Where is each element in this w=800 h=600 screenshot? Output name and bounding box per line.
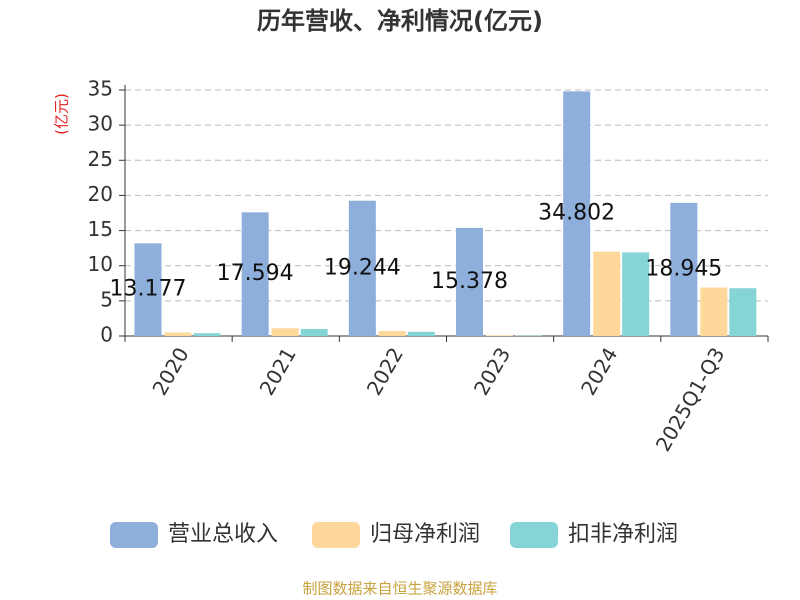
bar <box>456 227 483 336</box>
y-tick-label: 15 <box>88 217 113 241</box>
bar <box>300 328 328 336</box>
y-tick-label: 25 <box>88 147 113 171</box>
legend-label: 营业总收入 <box>168 522 278 547</box>
value-label: 17.594 <box>217 261 294 286</box>
value-label: 13.177 <box>110 277 187 302</box>
bar <box>593 251 621 336</box>
x-tick-label: 2023 <box>469 343 515 399</box>
x-tick-label: 2020 <box>147 343 193 399</box>
y-tick-label: 0 <box>100 323 113 347</box>
legend-swatch <box>510 522 558 548</box>
y-tick-label: 5 <box>100 287 113 311</box>
bar <box>241 212 269 336</box>
y-tick-label: 30 <box>88 112 113 136</box>
source-note: 制图数据来自恒生聚源数据库 <box>302 580 497 598</box>
bar <box>670 202 698 336</box>
y-tick-label: 35 <box>88 77 113 101</box>
legend-swatch <box>110 522 158 548</box>
bar <box>271 328 299 336</box>
value-label: 15.378 <box>431 269 508 294</box>
x-tick-label: 2024 <box>576 343 622 399</box>
bar <box>622 252 650 336</box>
chart-title: 历年营收、净利情况(亿元) <box>257 7 543 35</box>
bar <box>348 200 376 336</box>
bar <box>134 243 162 336</box>
y-tick-label: 10 <box>88 252 113 276</box>
x-tick-label: 2025Q1-Q3 <box>651 343 730 455</box>
bar <box>729 288 757 336</box>
bar <box>407 331 435 336</box>
bar <box>193 333 221 336</box>
bar <box>486 335 513 336</box>
legend-label: 归母净利润 <box>370 522 480 547</box>
bar <box>700 287 728 336</box>
legend-swatch <box>312 522 360 548</box>
legend-label: 扣非净利润 <box>568 522 678 547</box>
value-label: 34.802 <box>538 201 615 226</box>
bar <box>164 332 192 336</box>
y-axis-label: (亿元) <box>53 93 71 135</box>
y-tick-label: 20 <box>88 182 113 206</box>
bar <box>378 331 406 336</box>
x-tick-label: 2022 <box>362 343 408 399</box>
x-tick-label: 2021 <box>255 343 301 399</box>
value-label: 19.244 <box>324 255 401 280</box>
value-label: 18.945 <box>645 256 722 281</box>
bar <box>563 91 591 336</box>
